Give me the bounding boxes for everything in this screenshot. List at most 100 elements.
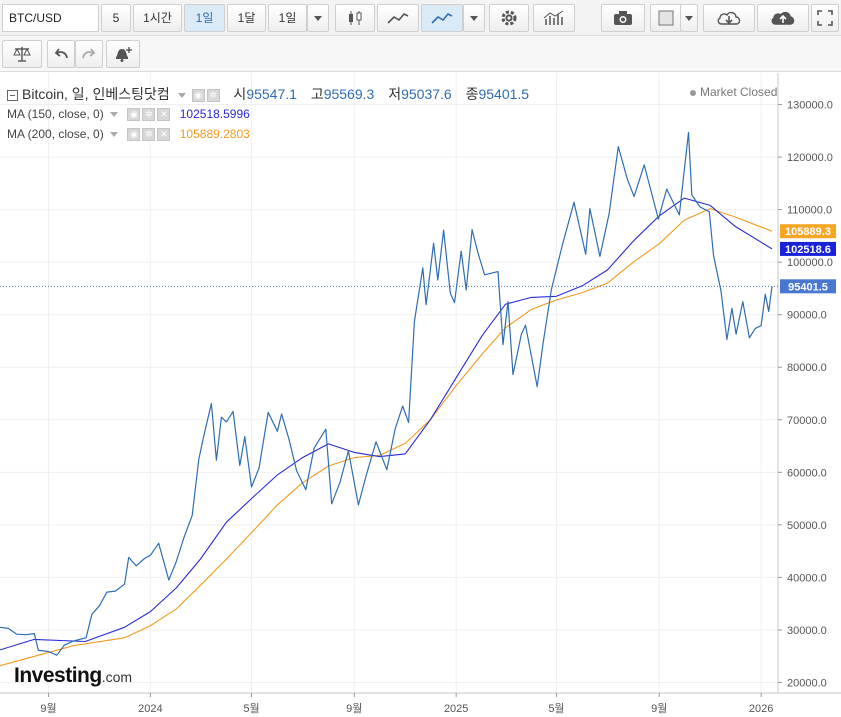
y-tick-label: 130000.0 — [787, 100, 833, 112]
status-dot-icon — [690, 89, 696, 96]
close-price-tag-label: 95401.5 — [788, 281, 828, 293]
ma150-price-tag — [780, 241, 836, 256]
candlestick-chart-button[interactable] — [335, 4, 375, 32]
x-tick-label: 5월 — [548, 702, 564, 715]
x-tick-label: 5월 — [243, 702, 259, 715]
x-tick-label: 2026 — [749, 703, 773, 715]
price-tags: 105889.3 102518.6 95401.5 — [780, 224, 836, 294]
close-price-tag — [780, 279, 836, 294]
y-tick-label: 110000.0 — [787, 205, 832, 217]
ma150-line — [0, 197, 773, 651]
eye-icon[interactable]: ◉ — [191, 88, 205, 102]
indicators-button[interactable] — [533, 4, 575, 32]
logo-brand: Investing — [14, 664, 102, 687]
y-tick-label: 20000.0 — [787, 677, 827, 689]
gear-icon[interactable]: ✲ — [142, 108, 156, 122]
interval-1-day[interactable]: 1일 — [184, 4, 225, 32]
color-dropdown[interactable] — [680, 4, 698, 32]
low-label: 저 — [388, 86, 402, 102]
eye-icon[interactable]: ◉ — [127, 108, 141, 122]
y-axis: 20000.0 30000.0 40000.0 50000.0 60000.0 70000… — [778, 100, 833, 689]
interval-dropdown-value[interactable]: 1일 — [268, 4, 307, 32]
investing-logo: Investing.com — [14, 664, 132, 688]
ma150-price-tag-label: 102518.6 — [785, 244, 831, 256]
ma200-price-tag-label: 105889.3 — [785, 226, 831, 238]
interval-1-month[interactable]: 1달 — [227, 4, 266, 32]
x-tick-label: 2024 — [138, 703, 162, 715]
ma150-legend: MA (150, close, 0) ◉ ✲ ✕ 102518.5996 — [7, 107, 250, 122]
series-title: Bitcoin, 일, 인베스팅닷컴 — [22, 86, 170, 102]
snapshot-button[interactable] — [601, 4, 645, 32]
candlestick-icon — [349, 11, 362, 25]
cloud-download-icon — [717, 11, 741, 25]
secondary-toolbar — [0, 36, 841, 72]
x-tick-label: 2025 — [444, 703, 468, 715]
gear-icon[interactable]: ✲ — [142, 128, 156, 142]
main-toolbar: BTC/USD 5 1시간 1일 1달 1일 — [0, 0, 841, 36]
x-tick-label: 9월 — [40, 702, 56, 715]
undo-icon — [54, 48, 68, 59]
cloud-upload-icon — [771, 11, 795, 25]
line-chart-icon — [387, 13, 409, 24]
undo-button[interactable] — [47, 40, 75, 68]
interval-dropdown-button[interactable] — [307, 4, 329, 32]
open-value: 95547.1 — [246, 86, 297, 102]
interval-5[interactable]: 5 — [101, 4, 131, 32]
collapse-icon[interactable] — [7, 89, 18, 101]
line-chart-active-icon — [431, 13, 453, 24]
fullscreen-button[interactable] — [811, 4, 839, 32]
chevron-down-icon — [314, 16, 322, 22]
ma150-label: MA (150, close, 0) — [7, 107, 104, 121]
interval-1-hour[interactable]: 1시간 — [133, 4, 182, 32]
load-chart-button[interactable] — [703, 4, 755, 32]
chevron-down-icon[interactable] — [110, 132, 119, 138]
y-tick-label: 70000.0 — [787, 415, 827, 427]
y-tick-label: 90000.0 — [787, 310, 827, 322]
grid — [0, 73, 778, 693]
gear-icon[interactable]: ✲ — [206, 88, 220, 102]
indicators-icon — [543, 10, 564, 25]
y-tick-label: 100000.0 — [787, 257, 833, 269]
close-icon[interactable]: ✕ — [157, 108, 171, 122]
redo-button[interactable] — [75, 40, 103, 68]
settings-button[interactable] — [489, 4, 529, 32]
ma200-value: 105889.2803 — [179, 127, 250, 141]
symbol-input[interactable]: BTC/USD — [2, 4, 99, 32]
chart-type-dropdown[interactable] — [463, 4, 485, 32]
color-swatch-icon — [658, 10, 674, 26]
chevron-down-icon[interactable] — [110, 112, 119, 118]
chevron-down-icon — [685, 16, 693, 22]
high-value: 95569.3 — [323, 86, 375, 102]
y-tick-label: 60000.0 — [787, 467, 827, 479]
price-chart[interactable]: 20000.0 30000.0 40000.0 50000.0 60000.0 70000… — [0, 73, 841, 717]
ma200-price-tag — [780, 224, 836, 239]
ma200-line — [0, 208, 773, 667]
open-label: 시 — [233, 86, 247, 102]
chevron-down-icon[interactable] — [177, 92, 186, 98]
close-icon[interactable]: ✕ — [157, 128, 171, 142]
y-tick-label: 30000.0 — [787, 625, 827, 637]
redo-icon — [82, 48, 96, 59]
compare-button[interactable] — [2, 40, 42, 68]
market-status-text: Market Closed — [700, 85, 778, 99]
save-chart-button[interactable] — [757, 4, 809, 32]
x-tick-label: 9월 — [346, 702, 362, 715]
low-value: 95037.6 — [401, 86, 452, 102]
line-chart-button[interactable] — [421, 4, 463, 32]
area-chart-button[interactable] — [377, 4, 419, 32]
fullscreen-icon — [817, 10, 833, 26]
color-picker-button[interactable] — [650, 4, 682, 32]
main-legend: Bitcoin, 일, 인베스팅닷컴 ◉ ✲ 시95547.1 고95569.3 … — [7, 84, 529, 104]
price-line — [0, 131, 773, 656]
scale-icon — [13, 47, 31, 62]
ma200-legend: MA (200, close, 0) ◉ ✲ ✕ 105889.2803 — [7, 127, 250, 142]
y-tick-label: 40000.0 — [787, 572, 827, 584]
x-axis: 9월 2024 5월 9월 2025 5월 9월 2026 — [40, 693, 773, 715]
y-tick-label: 120000.0 — [787, 152, 833, 164]
logo-suffix: .com — [101, 669, 133, 685]
eye-icon[interactable]: ◉ — [127, 128, 141, 142]
x-tick-label: 9월 — [651, 702, 667, 715]
series-layer — [0, 131, 778, 667]
alert-button[interactable] — [106, 40, 140, 68]
